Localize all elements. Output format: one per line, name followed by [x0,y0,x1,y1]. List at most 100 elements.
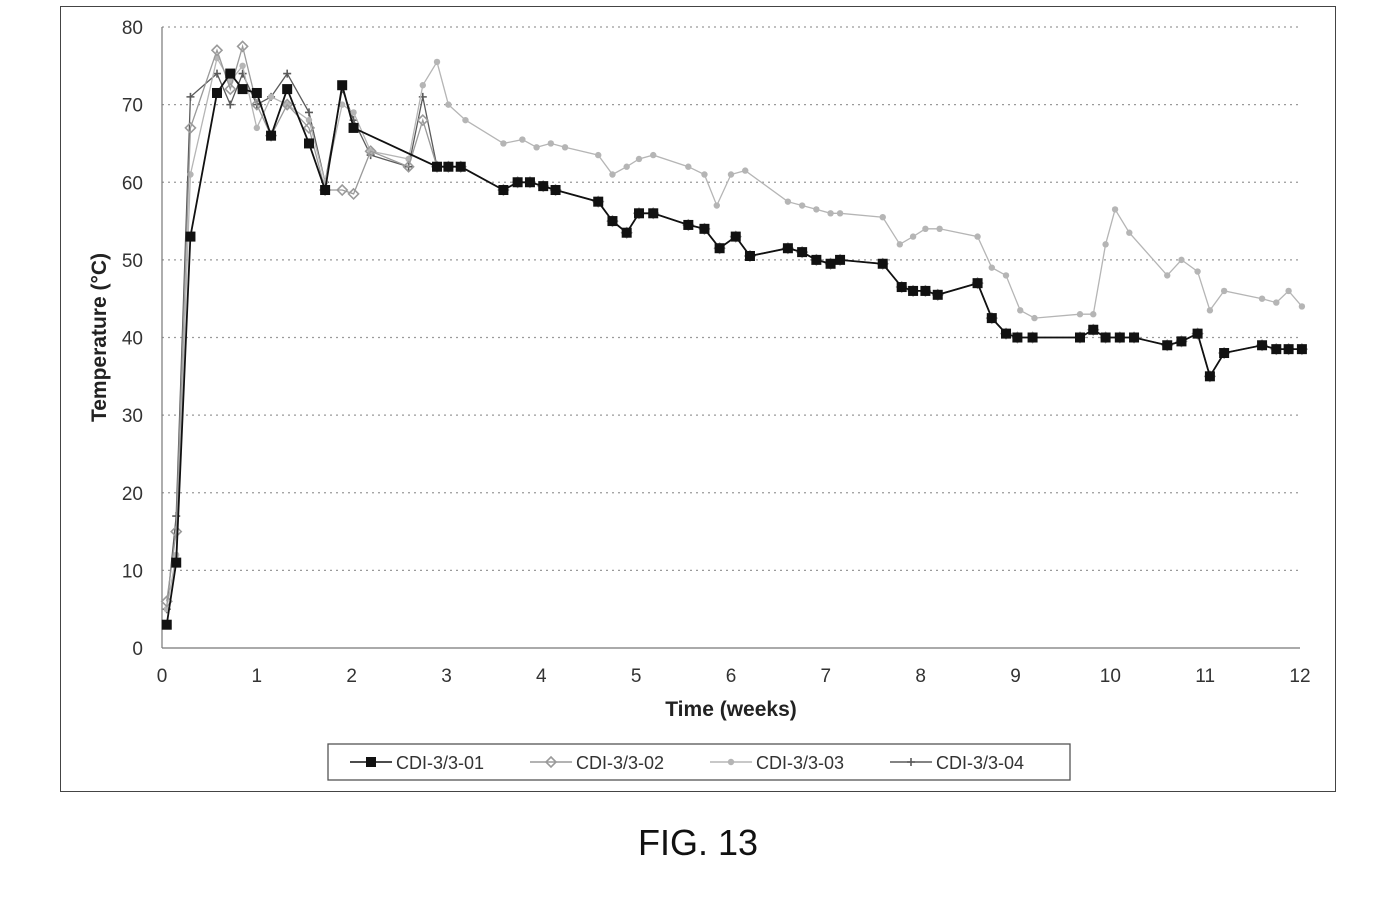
data-point [936,226,942,232]
data-point [225,69,235,79]
data-point [304,138,314,148]
y-tick-label: 40 [122,329,143,350]
y-tick-label: 30 [122,406,143,427]
data-point [783,243,793,253]
data-point [1012,333,1022,343]
data-point [445,101,451,107]
x-tick-label: 12 [1289,666,1310,687]
data-point [1003,272,1009,278]
data-point [434,59,440,65]
data-point [1162,340,1172,350]
legend: CDI-3/3-01CDI-3/3-02CDI-3/3-03CDI-3/3-04 [328,744,1070,780]
data-point [973,278,983,288]
data-point [1102,241,1108,247]
data-point [595,152,601,158]
data-point [648,208,658,218]
data-point [239,63,245,69]
legend-label: CDI-3/3-03 [756,753,844,773]
data-point [989,264,995,270]
data-point [212,88,222,98]
y-tick-label: 70 [122,96,143,117]
legend-label: CDI-3/3-04 [936,753,1024,773]
data-point [1271,344,1281,354]
data-point [1115,333,1125,343]
data-point [826,259,836,269]
data-point [897,282,907,292]
data-point [699,224,709,234]
legend-marker [728,759,734,765]
data-point [1001,329,1011,339]
data-point [878,259,888,269]
data-point [185,232,195,242]
data-point [908,286,918,296]
y-axis-title: Temperature (°C) [88,253,111,422]
data-point [551,185,561,195]
y-tick-label: 0 [132,639,143,660]
x-tick-label: 9 [1010,666,1021,687]
legend-label: CDI-3/3-02 [576,753,664,773]
data-point [519,136,525,142]
x-tick-label: 7 [821,666,832,687]
figure-caption: FIG. 13 [0,822,1396,864]
data-point [1176,336,1186,346]
data-point [1297,344,1307,354]
data-point [282,84,292,94]
data-point [252,88,262,98]
data-point [337,80,347,90]
data-point [922,226,928,232]
data-point [636,156,642,162]
series-group [162,41,1307,629]
x-axis-title: Time (weeks) [665,698,797,721]
data-point [933,290,943,300]
data-point [1075,333,1085,343]
data-point [1017,307,1023,313]
data-point [742,167,748,173]
data-point [1207,307,1213,313]
data-point [283,70,291,78]
data-point [1178,257,1184,263]
data-point [305,108,313,116]
data-point [162,620,172,630]
data-point [1129,333,1139,343]
data-point [525,177,535,187]
x-tick-label: 5 [631,666,642,687]
data-point [1193,329,1203,339]
data-point [837,210,843,216]
data-point [797,247,807,257]
data-point [456,162,466,172]
data-point [462,117,468,123]
data-point [835,255,845,265]
x-tick-label: 6 [726,666,737,687]
data-point [799,202,805,208]
data-point [634,208,644,218]
data-point [498,185,508,195]
data-point [1101,333,1111,343]
data-point [513,177,523,187]
legend-marker [366,757,376,767]
data-point [811,255,821,265]
data-point [1257,340,1267,350]
data-point [443,162,453,172]
data-point [538,181,548,191]
data-point [910,233,916,239]
data-point [731,232,741,242]
x-tick-label: 4 [536,666,547,687]
y-tick-label: 10 [122,561,143,582]
data-point [897,241,903,247]
y-tick-label: 80 [122,18,143,39]
x-tick-label: 3 [441,666,452,687]
data-point [880,214,886,220]
data-point [1031,315,1037,321]
data-point [533,144,539,150]
data-point [683,220,693,230]
data-point [500,140,506,146]
data-point [548,140,554,146]
series-CDI-3/3-02 [162,41,1307,606]
data-point [171,558,181,568]
x-tick-label: 1 [252,666,263,687]
x-tick-label: 10 [1100,666,1121,687]
data-point [432,162,442,172]
data-point [266,131,276,141]
x-tick-label: 2 [346,666,357,687]
